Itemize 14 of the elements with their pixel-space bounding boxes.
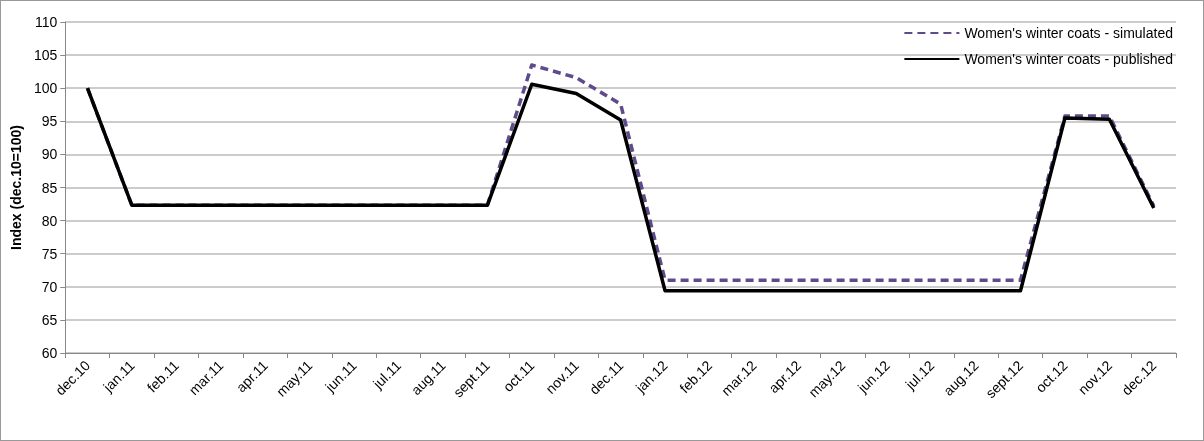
y-tick-label: 85 xyxy=(41,179,58,196)
y-axis-title: Index (dec.10=100) xyxy=(8,125,24,250)
y-tick-label: 60 xyxy=(41,345,58,361)
y-tick-label: 100 xyxy=(33,80,58,97)
y-tick-label: 90 xyxy=(41,146,58,163)
y-tick-label: 105 xyxy=(33,47,58,64)
y-tick-label: 75 xyxy=(41,245,58,262)
y-tick-label: 65 xyxy=(41,311,58,328)
y-tick-label: 95 xyxy=(41,113,58,130)
legend-label: Women's winter coats - published xyxy=(964,51,1174,67)
legend-label: Women's winter coats - simulated xyxy=(964,25,1173,41)
y-tick-label: 80 xyxy=(41,212,58,229)
y-tick-label: 110 xyxy=(34,14,58,30)
y-tick-label: 70 xyxy=(41,278,58,295)
